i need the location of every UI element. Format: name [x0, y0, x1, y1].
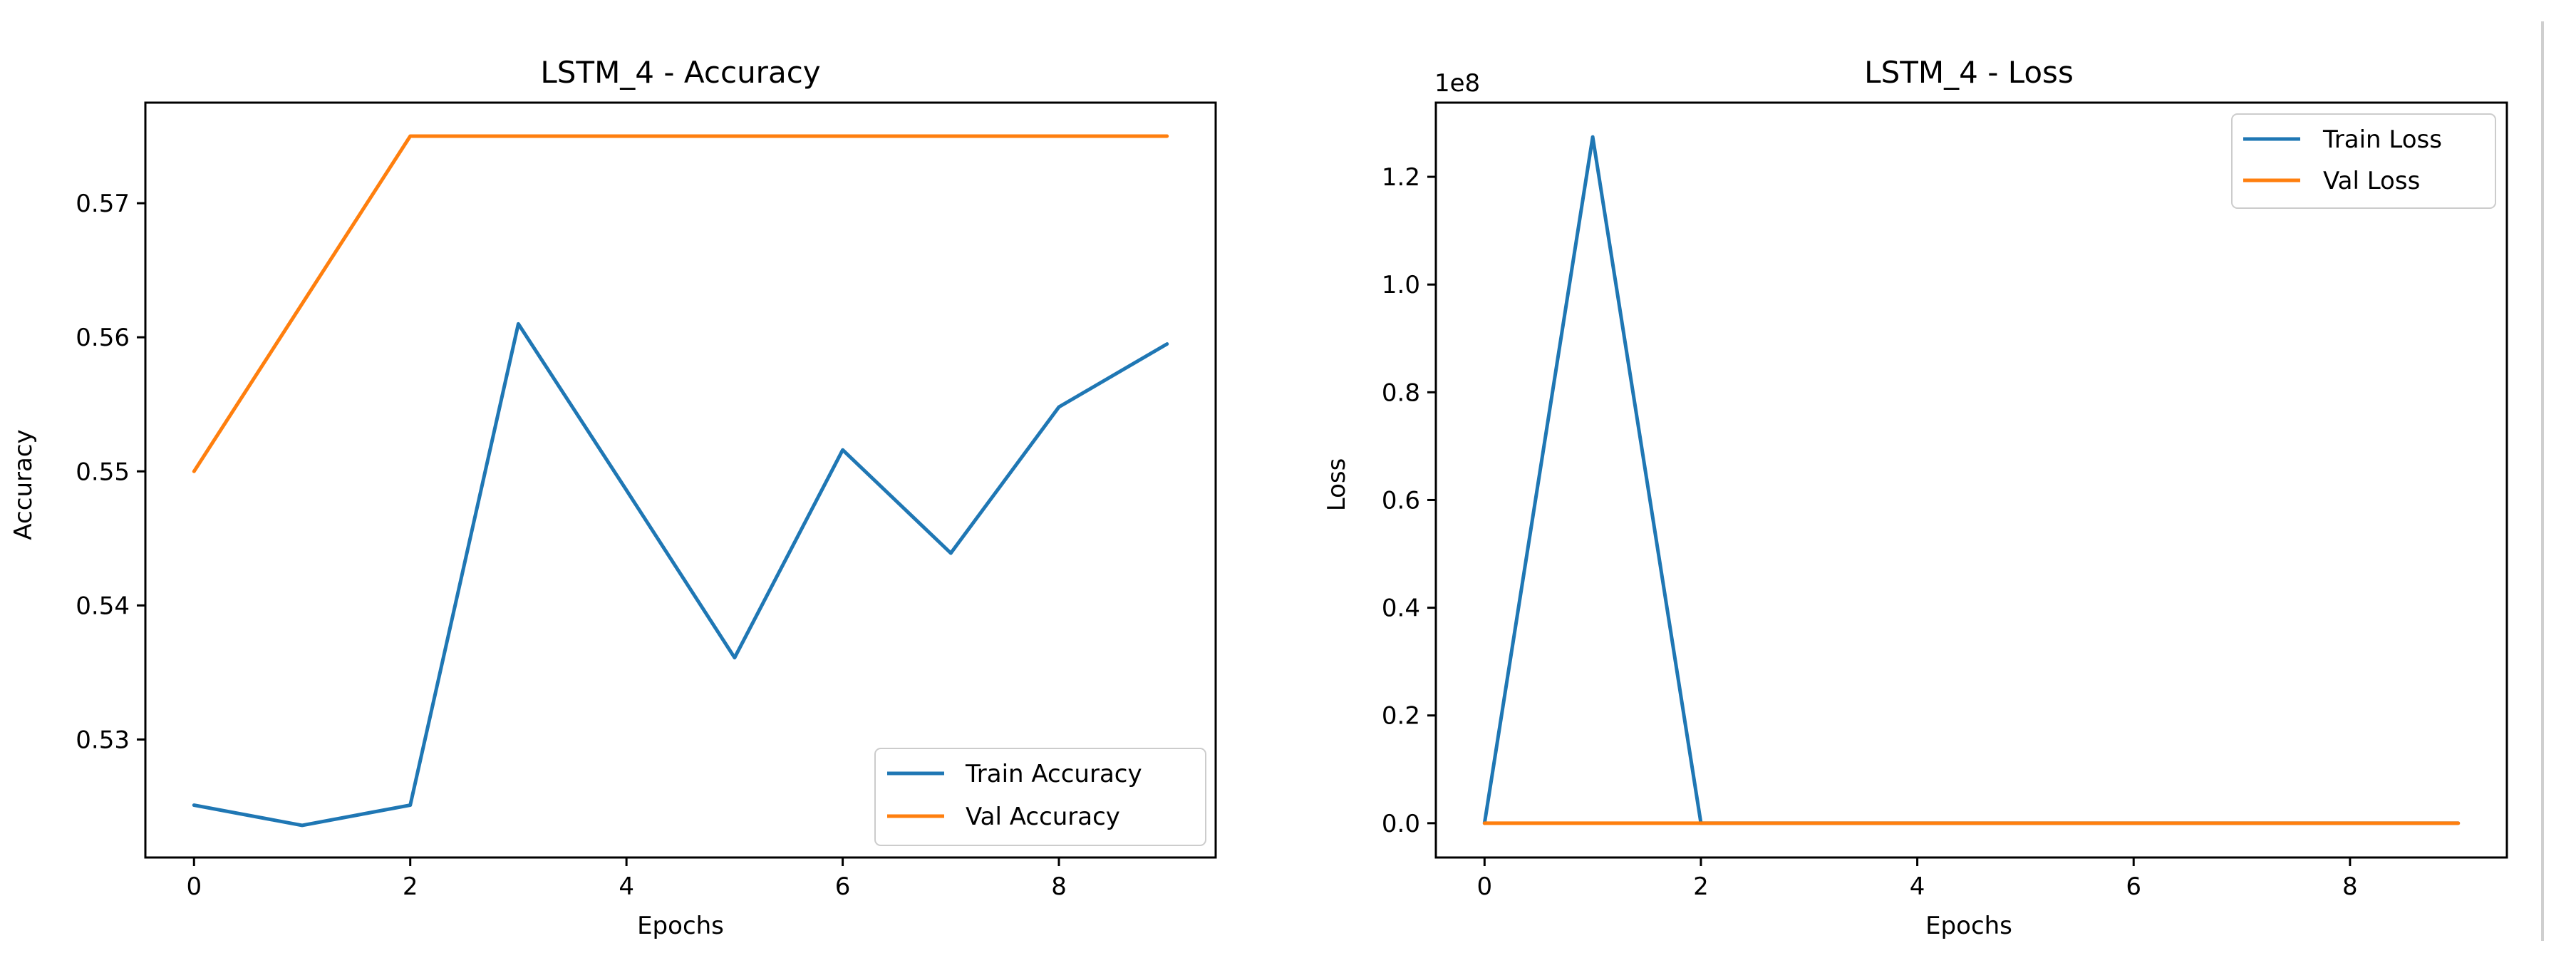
legend-label-val-loss: Val Loss: [2323, 167, 2420, 195]
accuracy-y-tick-label: 0.55: [76, 458, 130, 486]
loss-y-tick-label: 0.2: [1382, 702, 1420, 731]
loss-x-tick-label: 2: [1693, 872, 1709, 901]
legend-label-train-accuracy: Train Accuracy: [965, 760, 1142, 788]
loss-legend: Train Loss Val Loss: [2231, 113, 2496, 209]
loss-x-tick-label: 8: [2342, 872, 2358, 901]
series-line-train-loss: [1482, 135, 2461, 825]
loss-y-tick-label: 0.4: [1382, 594, 1420, 623]
accuracy-y-axis-label: Accuracy: [9, 429, 38, 540]
accuracy-y-ticks: 0.53 0.54 0.55 0.56 0.57: [76, 190, 145, 754]
accuracy-series-lines: [192, 134, 1169, 828]
loss-x-tick-label: 0: [1476, 872, 1492, 901]
loss-x-tick-label: 4: [1910, 872, 1925, 901]
loss-plot-frame: [1434, 101, 2508, 859]
figure-divider: [2541, 21, 2544, 941]
accuracy-legend: Train Accuracy Val Accuracy: [874, 748, 1206, 846]
loss-chart-title: LSTM_4 - Loss: [1864, 55, 2074, 90]
series-line-train-accuracy: [192, 321, 1169, 828]
accuracy-chart: LSTM_4 - Accuracy Accuracy Epochs 0.530.…: [9, 55, 1217, 940]
loss-series-lines: [1482, 135, 2461, 825]
series-line-val-accuracy: [192, 134, 1169, 473]
loss-y-ticks: 0.0 0.2 0.4 0.6 0.8 1.0 1.2: [1382, 163, 1436, 838]
accuracy-chart-title: LSTM_4 - Accuracy: [540, 55, 820, 90]
loss-y-tick-label: 0.8: [1382, 378, 1420, 407]
accuracy-plot-frame: [144, 101, 1217, 859]
accuracy-x-ticks: 0 2 4 6 8: [186, 857, 1067, 901]
accuracy-x-tick-label: 2: [403, 872, 418, 901]
loss-y-offset-label: 1e8: [1434, 69, 1480, 98]
loss-x-axis-label: Epochs: [1925, 912, 2012, 940]
accuracy-y-tick-label: 0.56: [76, 324, 130, 352]
accuracy-x-tick-label: 0: [186, 872, 202, 901]
loss-x-ticks: 0 2 4 6 8: [1476, 857, 2358, 901]
loss-chart: LSTM_4 - Loss Loss Epochs 1e8 0.00.20.40…: [1323, 55, 2508, 940]
accuracy-x-axis-label: Epochs: [637, 912, 724, 940]
accuracy-x-tick-label: 8: [1051, 872, 1067, 901]
legend-label-val-accuracy: Val Accuracy: [966, 803, 1120, 831]
accuracy-y-tick-label: 0.57: [76, 190, 130, 218]
legend-label-train-loss: Train Loss: [2322, 125, 2442, 154]
accuracy-y-tick-label: 0.54: [76, 592, 130, 620]
loss-y-tick-label: 0.6: [1382, 486, 1420, 515]
loss-y-tick-label: 1.0: [1382, 271, 1420, 299]
accuracy-legend-box: [874, 748, 1206, 846]
loss-x-tick-label: 6: [2126, 872, 2141, 901]
accuracy-x-tick-label: 4: [619, 872, 634, 901]
loss-y-axis-label: Loss: [1323, 458, 1351, 512]
accuracy-y-tick-label: 0.53: [76, 726, 130, 754]
loss-y-tick-label: 1.2: [1382, 163, 1420, 192]
accuracy-x-tick-label: 6: [835, 872, 851, 901]
loss-y-tick-label: 0.0: [1382, 810, 1420, 838]
